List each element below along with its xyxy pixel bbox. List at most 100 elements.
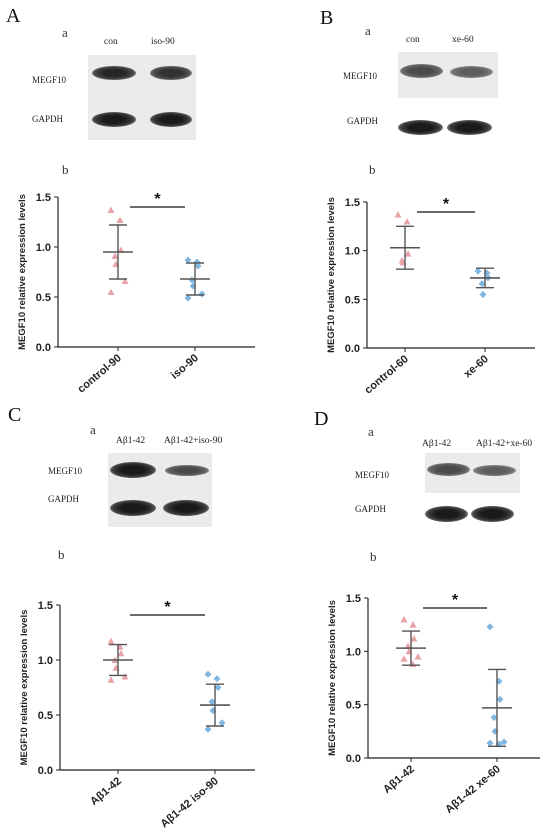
data-point bbox=[218, 719, 226, 727]
y-tick-label: 0.0 bbox=[38, 765, 53, 777]
blot-band bbox=[165, 465, 209, 476]
data-point bbox=[214, 684, 222, 691]
lane-label: Aβ1-42+xe-60 bbox=[476, 439, 533, 449]
blot-band bbox=[92, 66, 136, 80]
data-point bbox=[204, 670, 212, 678]
data-point bbox=[394, 211, 402, 218]
chart-sublabel: b bbox=[62, 162, 69, 177]
data-point bbox=[208, 698, 216, 706]
y-tick-label: 1.0 bbox=[38, 655, 53, 667]
lane-label: xe-60 bbox=[452, 35, 474, 45]
y-tick-label: 1.0 bbox=[36, 242, 51, 254]
blot-band bbox=[425, 506, 468, 522]
y-tick-label: 1.5 bbox=[38, 600, 53, 612]
y-tick-label: 0.5 bbox=[36, 292, 51, 304]
panel-letter: C bbox=[8, 404, 22, 426]
significance-star: * bbox=[154, 191, 161, 208]
y-tick-label: 0.5 bbox=[346, 700, 361, 712]
blot-band bbox=[471, 506, 514, 522]
data-point bbox=[400, 655, 408, 662]
lane-label: con bbox=[104, 37, 118, 47]
x-tick-label: Aβ1-42 bbox=[88, 775, 124, 808]
x-tick-label: xe-60 bbox=[462, 353, 491, 380]
blot-row-label: MEGF10 bbox=[343, 71, 378, 81]
data-point bbox=[194, 262, 202, 270]
data-point bbox=[107, 288, 115, 295]
chart-sublabel: b bbox=[370, 549, 377, 564]
y-tick-label: 0.5 bbox=[38, 710, 53, 722]
panel-letter: A bbox=[6, 5, 21, 27]
lane-label: Aβ1-42 bbox=[422, 439, 452, 449]
blot-band bbox=[400, 64, 443, 78]
x-tick-label: Aβ1-42 bbox=[381, 763, 417, 796]
significance-star: * bbox=[443, 196, 450, 213]
blot-band bbox=[450, 66, 493, 78]
data-point bbox=[107, 676, 115, 683]
data-point bbox=[500, 738, 508, 746]
y-tick-label: 0.0 bbox=[36, 342, 51, 354]
data-point bbox=[184, 256, 192, 264]
blot-sublabel: a bbox=[90, 422, 96, 437]
significance-star: * bbox=[164, 599, 171, 616]
panel-letter: D bbox=[314, 408, 329, 430]
blot-sublabel: a bbox=[365, 23, 371, 38]
blot-row-label: GAPDH bbox=[32, 114, 64, 124]
panel-d: D a Aβ1-42 Aβ1-42+xe-60 MEGF10 GAPDH b 0… bbox=[275, 405, 550, 823]
y-axis-label: MEGF10 relative expression levels bbox=[327, 600, 338, 756]
y-tick-label: 0.0 bbox=[346, 753, 361, 765]
blot-row-label: GAPDH bbox=[347, 116, 379, 126]
lane-label: con bbox=[406, 35, 420, 45]
data-point bbox=[409, 621, 417, 628]
data-point bbox=[111, 252, 119, 259]
data-point bbox=[204, 725, 212, 733]
significance-star: * bbox=[452, 592, 459, 609]
x-tick-label: iso-90 bbox=[169, 352, 201, 382]
data-point bbox=[414, 653, 422, 660]
y-axis-label: MEGF10 relative expression levels bbox=[326, 197, 337, 353]
data-point bbox=[121, 277, 129, 284]
data-point bbox=[184, 294, 192, 302]
blot-band bbox=[92, 112, 136, 127]
data-point bbox=[400, 615, 408, 623]
y-tick-label: 0.5 bbox=[345, 294, 360, 306]
data-point bbox=[474, 267, 482, 275]
y-axis-label: MEGF10 relative expression levels bbox=[19, 610, 30, 766]
data-point bbox=[410, 635, 418, 642]
data-point bbox=[121, 673, 129, 680]
data-point bbox=[116, 216, 124, 223]
data-point bbox=[213, 675, 221, 683]
blot-band bbox=[110, 462, 156, 478]
chart-sublabel: b bbox=[369, 162, 376, 177]
blot-band bbox=[473, 465, 516, 476]
blot-row-label: MEGF10 bbox=[32, 75, 67, 85]
data-point bbox=[486, 739, 494, 747]
data-point bbox=[404, 250, 412, 257]
panel-letter: B bbox=[320, 7, 334, 29]
blot-band bbox=[163, 500, 209, 516]
blot-row-label: GAPDH bbox=[355, 504, 387, 514]
panel-b: B a con xe-60 MEGF10 GAPDH b 0.0 0.5 1.0 1.… bbox=[275, 0, 550, 418]
blot-sublabel: a bbox=[368, 424, 374, 439]
panel-c: C a Aβ1-42 Aβ1-42+iso-90 MEGF10 GAPDH b … bbox=[0, 404, 275, 830]
blot-band bbox=[150, 112, 192, 127]
data-point bbox=[479, 290, 487, 298]
data-point bbox=[496, 695, 504, 703]
y-tick-label: 1.5 bbox=[36, 192, 51, 204]
data-point bbox=[486, 623, 494, 631]
data-point bbox=[117, 649, 125, 657]
blot-band bbox=[150, 66, 192, 80]
panel-a: A a con iso-90 MEGF10 GAPDH b 0.0 0.5 1.0 1… bbox=[0, 0, 275, 418]
data-point bbox=[107, 637, 115, 645]
data-point bbox=[478, 280, 486, 288]
data-point bbox=[490, 713, 498, 721]
scatter-chart: 0.0 0.5 1.0 1.5 MEGF10 relative expression l… bbox=[326, 196, 535, 396]
blot-band bbox=[447, 120, 492, 135]
blot-sublabel: a bbox=[62, 25, 68, 40]
data-point bbox=[198, 290, 206, 298]
lane-label: iso-90 bbox=[151, 37, 175, 47]
x-tick-label: Aβ1-42 xe-60 bbox=[443, 763, 503, 816]
y-axis-label: MEGF10 relative expression levels bbox=[17, 194, 28, 350]
x-tick-label: control-90 bbox=[75, 352, 123, 395]
y-tick-label: 1.5 bbox=[346, 593, 361, 605]
y-tick-label: 1.5 bbox=[345, 197, 360, 209]
